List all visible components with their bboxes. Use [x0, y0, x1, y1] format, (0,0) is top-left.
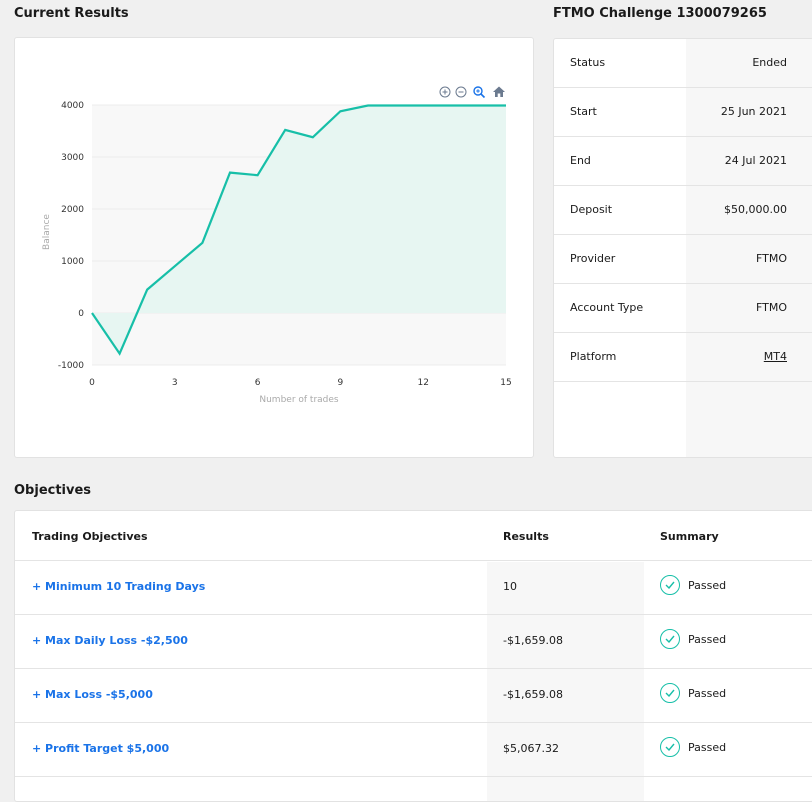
start-date-value: 25 Jun 2021 — [720, 105, 787, 118]
balance-chart: -1000 0 1000 2000 3000 4000 0 3 6 9 12 15 Number o… — [42, 86, 512, 405]
info-label: Start — [570, 105, 597, 118]
objective-summary: Passed — [660, 575, 726, 595]
info-label: Provider — [570, 252, 616, 265]
header-summary: Summary — [660, 530, 719, 543]
info-label: Account Type — [570, 301, 644, 314]
y-axis-label: Balance — [42, 214, 52, 250]
balance-area — [92, 105, 506, 354]
balance-line — [91, 104, 506, 356]
challenge-title: FTMO Challenge 1300079265 — [553, 6, 767, 21]
summary-column-bg — [644, 562, 801, 801]
info-row-account-type: Account Type FTMO — [554, 284, 812, 333]
status-text: Passed — [688, 686, 727, 700]
objective-result: 10 — [503, 580, 517, 593]
table-row: + Max Loss -$5,000 -$1,659.08 Passed — [15, 668, 812, 722]
objective-result: -$1,659.08 — [503, 688, 563, 701]
status-text: Passed — [688, 632, 727, 646]
x-tick-label: 0 — [89, 378, 95, 388]
balance-chart-card: -1000 0 1000 2000 3000 4000 0 3 6 9 12 15 Number o… — [14, 37, 534, 458]
info-row-deposit: Deposit $50,000.00 — [554, 186, 812, 235]
y-tick-label: -1000 — [58, 361, 84, 371]
info-label: Status — [570, 56, 606, 69]
info-row-end: End 24 Jul 2021 — [554, 137, 812, 186]
x-tick-label: 12 — [417, 378, 428, 388]
objective-summary: Passed — [660, 683, 726, 703]
info-label: Platform — [570, 350, 617, 363]
info-row-platform: Platform MT4 — [554, 333, 812, 382]
home-icon[interactable] — [493, 86, 505, 98]
zoom-in-icon[interactable] — [439, 86, 451, 98]
check-circle-icon — [660, 629, 680, 649]
current-results-title: Current Results — [14, 6, 129, 21]
objective-summary: Passed — [660, 737, 726, 757]
y-tick-label: 0 — [78, 309, 84, 319]
x-tick-label: 6 — [255, 378, 261, 388]
info-label: Deposit — [570, 203, 613, 216]
objective-result: -$1,659.08 — [503, 634, 563, 647]
challenge-info-card: Status Ended Start 25 Jun 2021 End 24 Ju… — [553, 38, 812, 458]
results-column-shade — [487, 562, 644, 801]
status-value: Ended — [752, 56, 787, 69]
status-text: Passed — [688, 740, 727, 754]
magnifier-icon[interactable] — [473, 86, 486, 99]
table-row: + Minimum 10 Trading Days 10 Passed — [15, 560, 812, 614]
check-circle-icon — [660, 737, 680, 757]
provider-value: FTMO — [755, 252, 787, 265]
x-axis-label: Number of trades — [259, 395, 339, 405]
x-tick-label: 9 — [338, 378, 344, 388]
info-label: End — [570, 154, 591, 167]
y-tick-label: 1000 — [61, 257, 84, 267]
check-circle-icon — [660, 575, 680, 595]
objective-expand-link[interactable]: + Profit Target $5,000 — [32, 742, 170, 755]
y-tick-label: 2000 — [61, 205, 84, 215]
objective-expand-link[interactable]: + Max Daily Loss -$2,500 — [32, 634, 188, 647]
info-row-status: Status Ended — [554, 39, 812, 88]
objectives-title: Objectives — [14, 483, 92, 498]
objective-summary: Passed — [660, 629, 726, 649]
end-date-value: 24 Jul 2021 — [724, 154, 787, 167]
x-tick-label: 15 — [500, 378, 511, 388]
deposit-value: $50,000.00 — [724, 203, 787, 216]
zoom-out-icon[interactable] — [455, 86, 467, 98]
platform-link[interactable]: MT4 — [763, 350, 787, 363]
objective-result: $5,067.32 — [503, 742, 559, 755]
y-tick-label: 3000 — [61, 153, 84, 163]
table-row: + Profit Target $5,000 $5,067.32 Passed — [15, 722, 812, 776]
info-row-start: Start 25 Jun 2021 — [554, 88, 812, 137]
x-tick-label: 3 — [172, 378, 178, 388]
objective-expand-link[interactable]: + Minimum 10 Trading Days — [32, 580, 206, 593]
value-column-shade — [686, 39, 812, 457]
header-trading-objectives: Trading Objectives — [32, 530, 148, 543]
objective-expand-link[interactable]: + Max Loss -$5,000 — [32, 688, 153, 701]
check-circle-icon — [660, 683, 680, 703]
y-tick-label: 4000 — [61, 101, 84, 111]
header-results: Results — [503, 530, 549, 543]
objectives-table: Trading Objectives Results Summary + Min… — [14, 510, 812, 802]
status-text: Passed — [688, 578, 727, 592]
account-type-value: FTMO — [755, 301, 787, 314]
info-row-provider: Provider FTMO — [554, 235, 812, 284]
table-row — [15, 776, 812, 801]
table-row: + Max Daily Loss -$2,500 -$1,659.08 Pass… — [15, 614, 812, 668]
